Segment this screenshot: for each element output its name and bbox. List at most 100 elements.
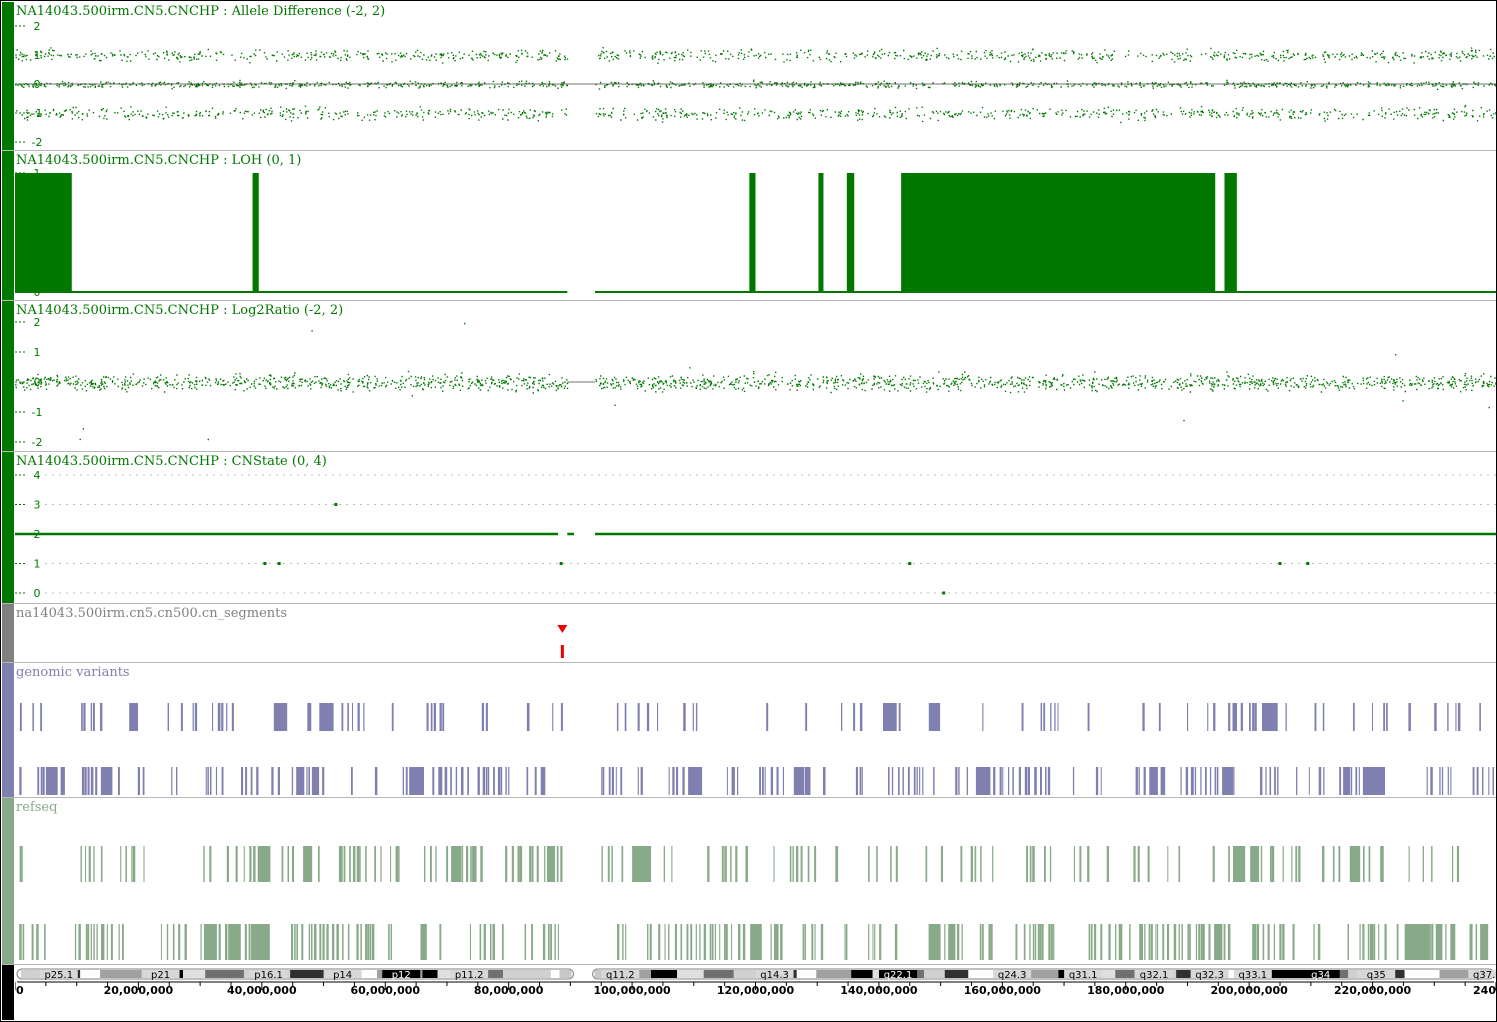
track-title: NA14043.500irm.CN5.CNCHP : Allele Differ…: [16, 4, 386, 19]
loh-region: [749, 173, 756, 292]
band-label-bg: [1135, 970, 1174, 978]
ideogram-band: [1404, 970, 1440, 978]
ideogram-band: [816, 970, 852, 978]
ideogram-band: [968, 970, 1012, 978]
ideogram-band: [1333, 970, 1349, 978]
cnstate-point: [277, 562, 281, 565]
tick-label: -1: [32, 107, 43, 120]
band-label-bg: [1233, 970, 1272, 978]
band-label-bg: [141, 970, 180, 978]
band-label: p25.1: [44, 970, 73, 981]
track-handle[interactable]: [2, 965, 14, 1020]
ideogram-band: [924, 970, 945, 978]
track-handle[interactable]: [2, 604, 14, 662]
band-label-bg: [1468, 970, 1496, 978]
ideogram-band: [1011, 970, 1059, 978]
ideogram-band: [628, 970, 652, 978]
band-label-bg: [39, 970, 78, 978]
band-label-bg: [323, 970, 362, 978]
tick-label: 0.6: [28, 215, 46, 228]
band-label: q33.1: [1239, 970, 1268, 981]
band-label: q34: [1311, 970, 1330, 981]
chromosome-ideogram[interactable]: p25.1 p21 p16.1 p14 p12 p11.2 q11.2 q14.3 q22.1 q…: [15, 965, 1496, 1020]
band-label: q37.3: [1473, 970, 1496, 981]
ideogram-band: [503, 970, 551, 978]
track-handle[interactable]: [2, 301, 14, 451]
genomic-variants-track[interactable]: genomic variants: [2, 663, 1496, 798]
band-label-bg: [1064, 970, 1103, 978]
variant-features-row-2: [19, 767, 1494, 795]
log2ratio-track[interactable]: 2 1 0 -1 -2 NA14043.500irm.CN5.CNCHP : Log2R…: [2, 301, 1496, 452]
refseq-track[interactable]: refseq: [2, 798, 1496, 965]
ruler-label: 80,000,000: [474, 984, 544, 997]
cnstate-point: [908, 562, 912, 565]
band-label-bg: [755, 970, 794, 978]
tick-label: -2: [32, 136, 43, 149]
ruler-label: 40,000,000: [227, 984, 297, 997]
ideogram-band: [1263, 970, 1306, 978]
ideogram-band: [290, 970, 337, 978]
tick-label: 0: [34, 587, 41, 600]
allele-points: [15, 47, 1496, 124]
ideogram-band: [944, 970, 969, 978]
cnstate-plot[interactable]: 4 3 2 1 0: [15, 452, 1496, 603]
band-label: p16.1: [254, 970, 283, 981]
cnstate-track[interactable]: 4 3 2 1 0 NA14043.500irm.CN5.CNCHP : CNState…: [2, 452, 1496, 604]
tick-label: 0: [34, 376, 41, 389]
band-label: p11.2: [455, 970, 484, 981]
log2ratio-plot[interactable]: 2 1 0 -1 -2: [15, 301, 1496, 451]
track-title: refseq: [16, 800, 58, 815]
tick-label: 1: [34, 346, 41, 359]
tick-label: 2: [34, 20, 41, 33]
ideogram-band: [80, 970, 101, 978]
cn-segments-track[interactable]: na14043.500irm.cn5.cn500.cn_segments: [2, 604, 1496, 663]
tick-label: 4: [34, 469, 41, 482]
track-handle[interactable]: [2, 452, 14, 603]
centromere-hatch: [594, 970, 607, 978]
tick-label: 0.2: [28, 262, 46, 275]
track-title: NA14043.500irm.CN5.CNCHP : LOH (0, 1): [16, 153, 302, 168]
refseq-features-row-1: [19, 846, 1460, 882]
ideogram-band: [21, 970, 42, 978]
allele-difference-track[interactable]: 2 1 0 -1 -2 NA14043.500irm.CN5.CNCHP : Allel…: [2, 2, 1496, 151]
ideogram-band: [703, 970, 734, 978]
segment-marker-arrow: [557, 625, 568, 633]
ideogram-band: [205, 970, 244, 978]
loh-region: [252, 173, 259, 292]
cnstate-point: [1306, 562, 1310, 565]
ruler-label: 120,000,000: [717, 984, 795, 997]
variant-features-row-1: [19, 703, 1481, 731]
track-handle[interactable]: [2, 663, 14, 797]
band-label: p14: [333, 970, 352, 981]
allele-difference-plot[interactable]: 2 1 0 -1 -2: [15, 2, 1496, 150]
tick-label: 2: [34, 316, 41, 329]
cn-segments-plot[interactable]: [15, 604, 1496, 662]
tick-label: 1: [34, 558, 41, 571]
ideogram-band: [1214, 970, 1247, 978]
tick-label: 0.8: [28, 191, 46, 204]
ruler-label: 140,000,000: [840, 984, 918, 997]
tick-label: 0.4: [28, 238, 46, 251]
ideogram-band: [733, 970, 756, 978]
tick-label: -2: [32, 436, 43, 449]
tick-label: 1: [34, 49, 41, 62]
band-label: q35: [1367, 970, 1386, 981]
genomic-variants-features[interactable]: [15, 663, 1496, 797]
loh-plot[interactable]: 1 0.8 0.6 0.4 0.2 0: [15, 151, 1496, 300]
ideogram-band: [796, 970, 817, 978]
ideogram-track[interactable]: p25.1 p21 p16.1 p14 p12 p11.2 q11.2 q14.3 q22.1 q…: [2, 965, 1496, 1020]
ruler-label: 180,000,000: [1087, 984, 1165, 997]
loh-track[interactable]: 1 0.8 0.6 0.4 0.2 0 NA14043.500irm.CN5.CNCHP …: [2, 151, 1496, 301]
track-handle[interactable]: [2, 151, 14, 300]
track-handle[interactable]: [2, 2, 14, 150]
refseq-features[interactable]: [15, 798, 1496, 964]
centromere-hatch: [559, 970, 572, 978]
loh-region: [818, 173, 824, 292]
ideogram-band: [100, 970, 148, 978]
ideogram-band: [851, 970, 873, 978]
tick-label: 0: [34, 78, 41, 91]
band-label-bg: [1190, 970, 1229, 978]
track-title: na14043.500irm.cn5.cn500.cn_segments: [16, 606, 288, 621]
track-handle[interactable]: [2, 798, 14, 964]
cnstate-point: [942, 591, 946, 595]
